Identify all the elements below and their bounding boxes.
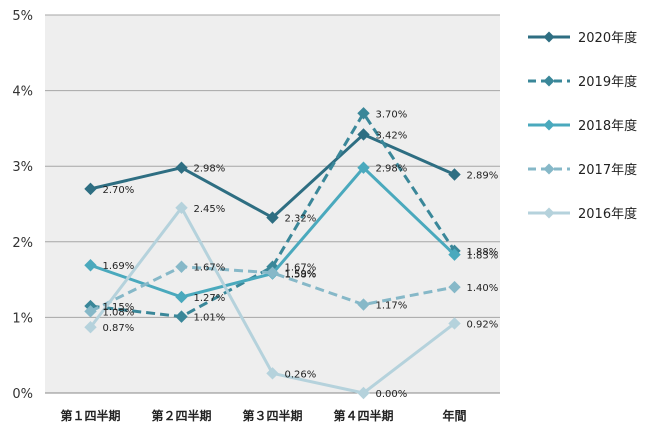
data-labels: 2.70% 2.98% 2.32% 3.42% 2.89% 1.15% 1.01% 1.67%…	[103, 109, 499, 400]
legend-item: 2020年度	[528, 30, 637, 46]
legend-marker	[543, 119, 555, 131]
data-label: 1.69%	[103, 261, 135, 272]
data-label: 1.15%	[103, 302, 135, 313]
y-tick-label: 1%	[12, 311, 33, 326]
data-label: 1.67%	[285, 263, 317, 274]
data-point	[448, 248, 461, 261]
legend-item: 2019年度	[528, 74, 637, 90]
data-label: 2.32%	[285, 214, 317, 225]
data-label: 0.00%	[376, 389, 408, 400]
series-layer	[84, 107, 461, 400]
series-0	[84, 128, 461, 224]
x-axis-ticks: 第１四半期 第２四半期 第３四半期 第４四半期 年間	[60, 408, 466, 423]
data-label: 1.67%	[194, 263, 226, 274]
data-label: 1.40%	[467, 283, 499, 294]
data-label: 1.59%	[285, 269, 317, 280]
legend-label: 2020年度	[578, 30, 637, 46]
data-point	[357, 161, 370, 174]
data-label: 0.26%	[285, 369, 317, 380]
data-label: 3.70%	[376, 109, 408, 120]
data-point	[175, 161, 188, 174]
series-line	[90, 111, 456, 319]
legend-label: 2018年度	[578, 118, 637, 134]
data-point	[84, 321, 97, 334]
y-tick-label: 0%	[12, 387, 33, 402]
data-point	[357, 128, 370, 141]
data-label: 1.01%	[194, 313, 226, 324]
data-point	[175, 290, 188, 304]
y-tick-label: 4%	[12, 85, 33, 100]
legend-label: 2017年度	[578, 162, 637, 178]
data-point	[357, 298, 370, 311]
data-label: 1.08%	[103, 307, 135, 318]
data-point	[266, 367, 279, 380]
series-1	[84, 107, 461, 323]
y-tick-label: 3%	[12, 160, 33, 175]
x-tick-label: 第１四半期	[60, 408, 120, 423]
gridlines	[45, 14, 500, 394]
data-label: 2.98%	[376, 164, 408, 175]
data-point	[448, 168, 461, 181]
legend-marker	[543, 207, 555, 219]
legend-marker	[543, 31, 555, 43]
data-point	[266, 266, 279, 280]
legend-label: 2019年度	[578, 74, 637, 90]
x-tick-label: 第２四半期	[151, 408, 211, 423]
legend: 2020年度 2019年度 2018年度 2017年度 2016年度	[528, 30, 637, 222]
y-tick-label: 5%	[12, 9, 33, 24]
data-label: 1.83%	[467, 251, 499, 262]
x-tick-label: 第４四半期	[333, 408, 393, 423]
data-label: 2.45%	[194, 204, 226, 215]
data-point	[266, 211, 279, 224]
data-label: 2.89%	[467, 171, 499, 182]
legend-item: 2018年度	[528, 118, 637, 134]
data-label: 1.88%	[467, 247, 499, 258]
data-label: 0.92%	[467, 319, 499, 330]
data-point	[175, 260, 188, 273]
data-label: 2.98%	[194, 164, 226, 175]
data-label: 1.58%	[285, 270, 317, 281]
data-point	[84, 305, 97, 318]
data-point	[84, 182, 97, 196]
series-3	[84, 260, 461, 318]
data-point	[175, 310, 188, 323]
y-axis-ticks: 0% 1% 2% 3% 4% 5%	[12, 9, 33, 402]
data-label: 3.42%	[376, 130, 408, 141]
data-label: 2.70%	[103, 185, 135, 196]
data-label: 0.87%	[103, 323, 135, 334]
x-tick-label: 年間	[442, 408, 466, 423]
data-point	[357, 386, 370, 400]
legend-marker	[543, 163, 555, 175]
legend-item: 2017年度	[528, 162, 637, 178]
data-label: 1.17%	[376, 301, 408, 312]
data-point	[175, 201, 188, 214]
y-tick-label: 2%	[12, 236, 33, 251]
legend-item: 2016年度	[528, 206, 637, 222]
data-point	[448, 280, 461, 294]
data-point	[84, 259, 97, 272]
legend-label: 2016年度	[578, 206, 637, 222]
series-4	[84, 201, 461, 400]
data-point	[357, 107, 370, 120]
plot-area-background	[45, 15, 500, 393]
data-point	[448, 317, 461, 330]
data-label: 1.27%	[194, 293, 226, 304]
legend-marker	[543, 75, 555, 87]
x-tick-label: 第３四半期	[242, 408, 302, 423]
